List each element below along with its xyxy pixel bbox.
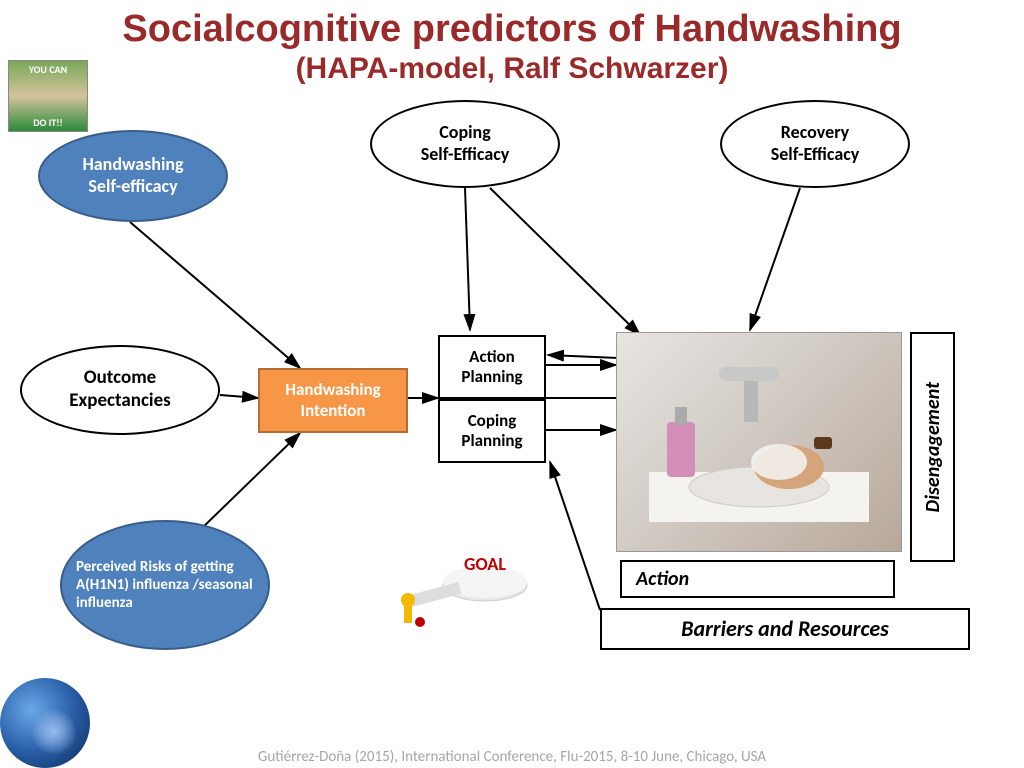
node-intention: HandwashingIntention [258,368,408,433]
node-label-actionPlanning: ActionPlanning [461,347,522,388]
node-barriers: Barriers and Resources [600,608,970,650]
node-recoverySE: RecoverySelf-Efficacy [720,100,910,188]
node-copingSE: CopingSelf-Efficacy [370,100,560,188]
handwashing-photo [616,332,902,552]
node-label-selfEfficacy: HandwashingSelf-efficacy [82,154,183,197]
node-label-copingSE: CopingSelf-Efficacy [421,122,510,165]
goal-label: GOAL [464,553,506,575]
node-label-recoverySE: RecoverySelf-Efficacy [771,122,860,165]
citation: Gutiérrez-Doña (2015), International Con… [0,748,1024,766]
edge-0 [130,222,300,368]
node-label-disengagement: Disengagement [921,382,945,512]
meme-image: YOU CAN DO IT!! [8,60,88,132]
goal-graphic: GOAL [390,540,530,640]
node-label-actionBox: Action [636,567,689,591]
meme-bottom-text: DO IT!! [11,116,85,129]
node-actionPlanning: ActionPlanning [438,335,546,399]
edge-3 [750,188,800,330]
edge-4 [220,395,258,398]
node-disengagement: Disengagement [910,332,955,562]
page-title: Socialcognitive predictors of Handwashin… [0,8,1024,51]
node-label-risks: Perceived Risks of gettingA(H1N1) influe… [76,558,268,612]
node-actionBox: Action [620,560,895,598]
edge-9 [200,433,300,530]
node-copingPlanning: CopingPlanning [438,399,546,463]
node-label-copingPlanning: CopingPlanning [461,411,522,452]
node-label-outcome: OutcomeExpectancies [69,367,170,413]
meme-top-text: YOU CAN [11,63,85,76]
node-label-barriers: Barriers and Resources [681,616,889,642]
edge-2 [490,188,640,335]
node-selfEfficacy: HandwashingSelf-efficacy [38,130,228,222]
page-subtitle: (HAPA-model, Ralf Schwarzer) [0,52,1024,86]
node-risks: Perceived Risks of gettingA(H1N1) influe… [60,520,270,650]
node-label-intention: HandwashingIntention [285,380,381,421]
node-outcome: OutcomeExpectancies [20,345,220,435]
edge-1 [465,188,470,330]
edge-10 [550,462,600,610]
